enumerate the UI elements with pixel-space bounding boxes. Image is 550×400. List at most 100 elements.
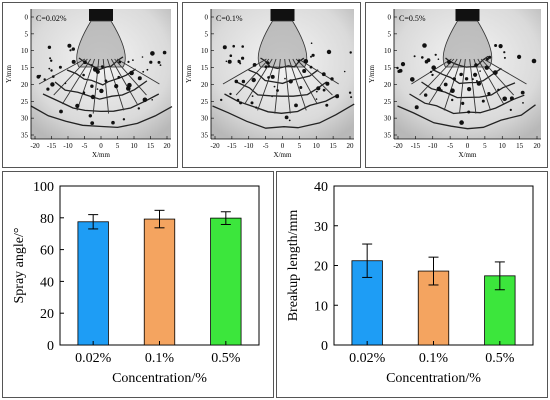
droplet <box>431 65 436 70</box>
droplet <box>431 73 434 77</box>
droplet <box>149 60 153 64</box>
radial-ligament <box>110 58 138 105</box>
droplet <box>47 45 52 49</box>
droplet <box>284 77 286 80</box>
droplet <box>122 118 126 121</box>
radial-ligament <box>428 58 458 105</box>
y-tick-label: 10 <box>21 47 29 55</box>
radial-ligament <box>76 58 95 111</box>
radial-ligament <box>459 58 466 114</box>
ligament-ring <box>212 103 355 129</box>
y-tick-label: 40 <box>314 180 328 195</box>
ligament-ring <box>30 105 173 129</box>
x-tick-label: 0.5% <box>485 351 515 366</box>
droplet <box>100 65 104 68</box>
radial-ligament <box>53 58 88 96</box>
droplet <box>90 94 96 100</box>
droplet <box>492 70 498 75</box>
droplet <box>127 82 132 88</box>
droplet <box>264 65 268 69</box>
radial-ligament <box>288 58 307 111</box>
droplet <box>503 51 506 54</box>
x-tick-label: 15 <box>147 142 155 150</box>
droplet <box>267 65 270 68</box>
x-tick-label: 5 <box>483 142 487 150</box>
droplet <box>348 91 352 94</box>
droplet <box>440 89 443 92</box>
radial-ligament <box>114 58 147 96</box>
droplet <box>252 63 257 67</box>
droplet <box>426 58 431 63</box>
droplet <box>229 92 232 96</box>
y-tick-label: 30 <box>21 115 29 123</box>
y-tick-label: 0 <box>47 339 54 354</box>
ligament-ring <box>66 68 137 86</box>
droplet <box>299 86 303 89</box>
droplet <box>303 59 309 64</box>
droplet <box>225 60 228 63</box>
droplet <box>302 69 307 73</box>
droplet <box>151 99 153 101</box>
y-tick-label: 0 <box>388 14 392 22</box>
droplet <box>297 59 300 63</box>
droplet <box>49 57 52 60</box>
droplet <box>162 50 167 55</box>
droplet <box>50 82 55 87</box>
photo-frame-1: C=0.02% -20 -15 -10 -5 0 5 10 15 20 0 5 10 15 20 25 30 35… <box>2 2 178 168</box>
y-tick-label: 5 <box>205 30 209 38</box>
bar-0.5% <box>210 217 242 346</box>
spray-photo-1: C=0.02% -20 -15 -10 -5 0 5 10 15 20 0 5 10 15 20 25 30 35… <box>5 9 173 159</box>
droplet <box>38 74 42 77</box>
spray-angle-chart-frame: 0 20 40 60 80 100 0.02% 0.1% 0.5% Concentration/%… <box>2 171 274 398</box>
x-tick-label: 5 <box>116 142 120 150</box>
droplet <box>129 70 134 76</box>
breakup-length-chart-frame: 0 10 20 30 40 0.02% 0.1% 0.5% Concentration/% Bre… <box>276 171 548 398</box>
droplet <box>400 62 406 67</box>
photo-y-axis-title: Y/mm <box>5 65 13 83</box>
droplet <box>75 103 80 108</box>
droplet <box>239 101 243 105</box>
ligament-ring <box>445 55 489 68</box>
y-tick-label: 35 <box>201 132 209 140</box>
concentration-label: C=0.02% <box>36 14 67 23</box>
droplet <box>451 98 454 102</box>
x-tick-label: 0 <box>281 142 285 150</box>
y-axis-title: Breakup length/mm <box>286 210 301 322</box>
x-tick-label: 0.02% <box>349 351 386 366</box>
droplet <box>132 59 134 61</box>
droplet <box>71 47 76 51</box>
droplet <box>95 69 100 74</box>
photo-x-axis-title: X/mm <box>274 151 292 159</box>
droplet <box>421 56 424 59</box>
droplet <box>481 99 485 103</box>
droplet <box>236 98 240 102</box>
droplet <box>474 63 478 67</box>
droplet <box>484 65 489 70</box>
droplet <box>315 98 318 100</box>
x-axis-title: Concentration/% <box>386 371 481 386</box>
droplet <box>271 95 273 98</box>
droplet <box>270 74 275 79</box>
droplet <box>267 76 270 79</box>
droplet <box>497 88 500 92</box>
droplet <box>90 64 93 67</box>
droplet <box>509 108 512 111</box>
droplet <box>311 53 315 57</box>
droplet <box>413 55 416 58</box>
droplet <box>410 77 415 82</box>
droplet <box>142 97 148 103</box>
droplet <box>520 90 525 95</box>
nozzle-shape <box>89 9 113 21</box>
x-tick-label: 10 <box>499 142 507 150</box>
droplet <box>343 70 346 73</box>
y-tick-label: 10 <box>201 47 209 55</box>
radial-ligament <box>38 58 86 85</box>
droplet <box>82 91 86 94</box>
droplet <box>58 65 62 69</box>
y-tick-label: 15 <box>21 64 29 72</box>
x-tick-label: -10 <box>428 142 438 150</box>
droplet <box>241 56 245 60</box>
radial-ligament <box>292 58 318 105</box>
droplet <box>251 77 256 83</box>
droplet <box>50 69 53 72</box>
